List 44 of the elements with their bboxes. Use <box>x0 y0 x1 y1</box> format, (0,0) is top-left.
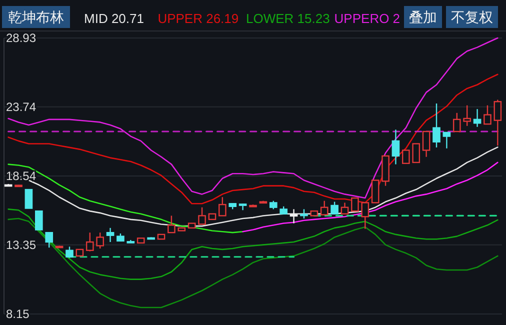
line-series <box>8 208 498 280</box>
candlestick <box>392 129 400 165</box>
y-tick-label: 28.93 <box>6 31 36 46</box>
candlestick <box>452 112 461 132</box>
candlestick <box>218 196 226 216</box>
candlestick <box>361 202 370 230</box>
candlestick <box>290 208 298 224</box>
candlestick <box>35 210 43 230</box>
line-series <box>8 164 244 234</box>
y-tick-label: 13.35 <box>6 238 36 252</box>
candlestick <box>106 227 114 243</box>
candlestick <box>432 102 440 148</box>
candlestick <box>442 132 451 149</box>
candlestick <box>463 104 471 127</box>
line-series <box>8 218 498 308</box>
y-tick-label: 8.15 <box>6 307 30 322</box>
candlestick <box>340 202 349 214</box>
candlestick <box>422 130 430 158</box>
candlestick <box>96 232 104 250</box>
text: UPPER 26.19 <box>158 11 239 26</box>
candlestick <box>371 180 380 204</box>
candlestick <box>484 104 492 125</box>
text: MID 20.71 <box>84 11 144 26</box>
candlestick <box>330 201 338 214</box>
text: UPPERO 2 <box>334 11 400 26</box>
text: LOWER 15.23 <box>246 11 330 26</box>
candlestick <box>412 143 420 164</box>
candlestick <box>300 208 308 220</box>
y-tick-label: 23.74 <box>6 100 36 114</box>
candlestick <box>86 232 94 252</box>
candlestick <box>320 200 328 216</box>
candlestick <box>351 197 359 212</box>
candlestick <box>198 206 206 225</box>
text: 叠加 <box>409 9 437 25</box>
candlestick <box>24 188 33 209</box>
text: 不复权 <box>451 9 493 25</box>
line-series <box>242 162 498 232</box>
candlestick <box>168 215 176 234</box>
candlestick <box>473 108 482 128</box>
chart-title: 乾坤布林 <box>8 9 64 25</box>
candlestick <box>402 150 410 164</box>
candlestick <box>45 232 54 248</box>
candlestick <box>494 99 502 146</box>
candlestick <box>66 246 74 258</box>
